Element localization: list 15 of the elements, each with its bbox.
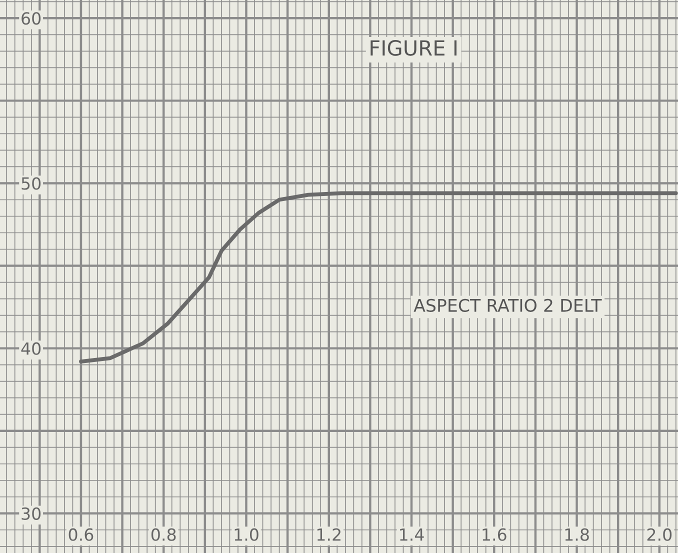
x-tick-label: 0.8 — [151, 528, 176, 541]
y-tick-label: 40 — [21, 342, 41, 355]
x-tick-label: 1.2 — [317, 528, 340, 541]
y-tick-label: 50 — [22, 177, 41, 190]
y-tick-label: 30 — [22, 507, 41, 520]
y-tick-label: 60 — [22, 12, 41, 25]
x-tick-label: 1.8 — [565, 528, 589, 541]
x-tick-label: 1.0 — [234, 528, 258, 541]
annotation: ASPECT RATIO 2 DELT — [414, 298, 602, 312]
x-tick-label: 1.6 — [482, 528, 506, 541]
line-series — [79, 191, 678, 364]
x-tick-label: 2.0 — [647, 528, 672, 541]
x-tick-label: 1.4 — [400, 528, 424, 541]
x-tick-label: 0.6 — [68, 528, 94, 541]
text: FIGURE I — [370, 40, 456, 56]
